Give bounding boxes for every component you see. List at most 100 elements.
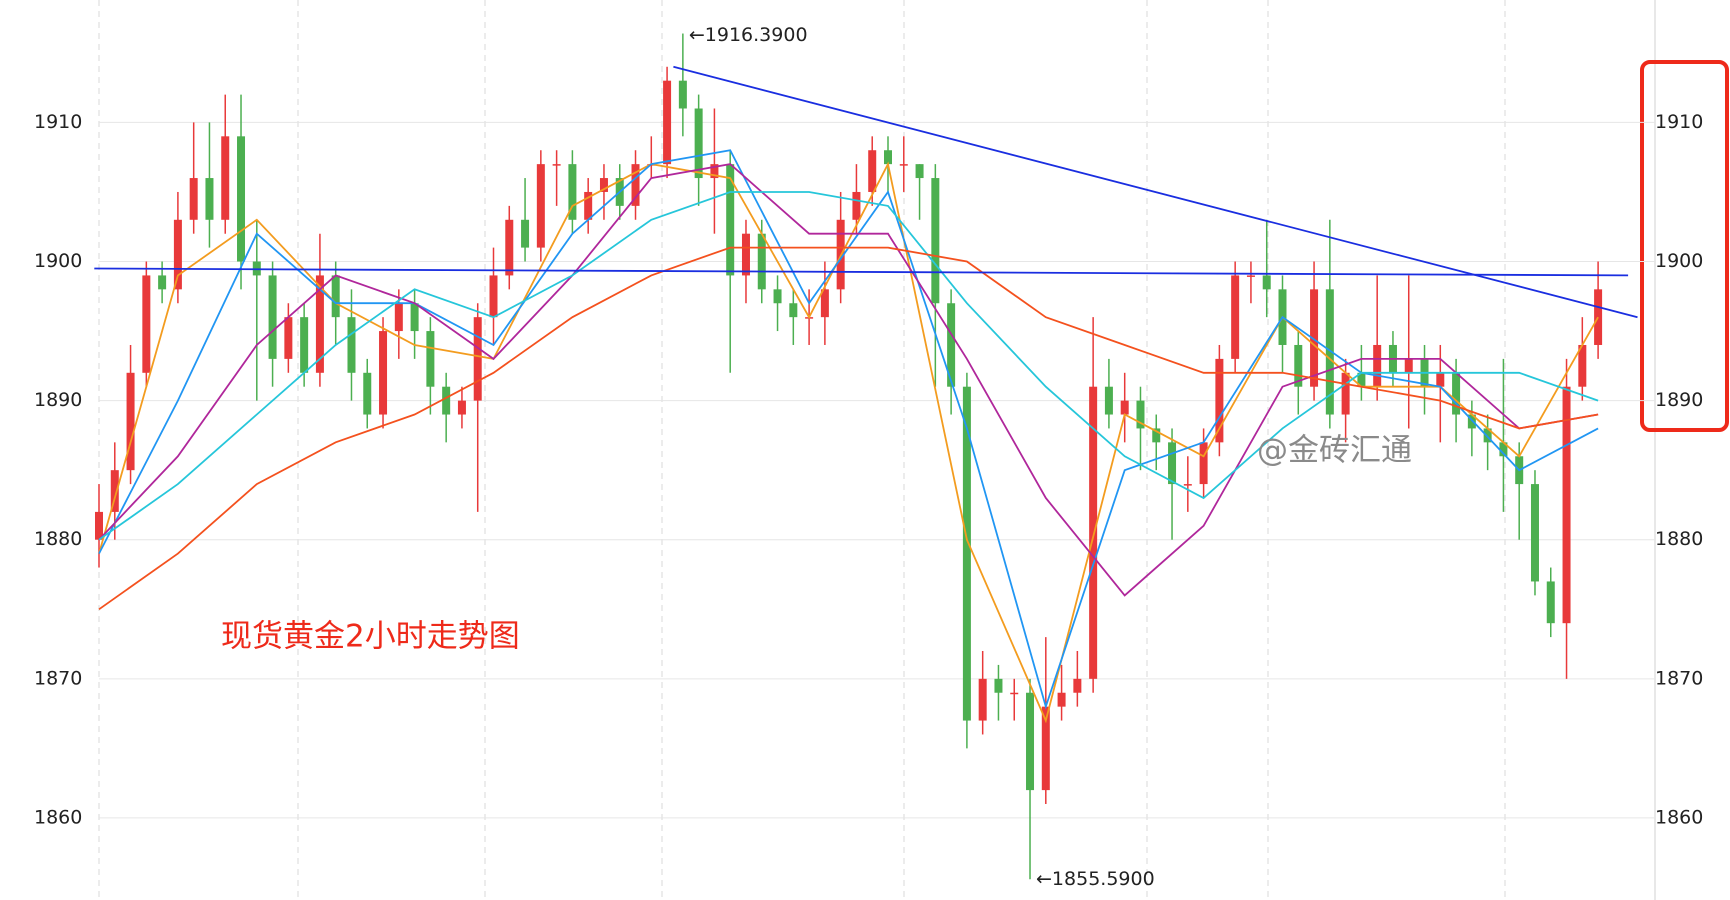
candle-body (1183, 484, 1192, 486)
candle-body (1262, 275, 1271, 290)
candle-body (1373, 344, 1382, 387)
candle-body (947, 303, 956, 387)
candle-body (173, 219, 182, 290)
candle-body (394, 303, 403, 332)
candle-body (789, 303, 798, 318)
price-annotation: ←1916.3900 (689, 24, 808, 46)
candle-body (1452, 372, 1461, 415)
y-tick-label: 1910 (34, 111, 82, 133)
candle-body (300, 317, 309, 373)
candle-body (1073, 678, 1082, 693)
candle-body (1436, 372, 1445, 387)
y2-tick-label: 1860 (1655, 806, 1703, 828)
candle-body (1325, 289, 1334, 415)
candle-body (1546, 581, 1555, 624)
candle-body (899, 164, 908, 166)
moving-average-line (98, 191, 1599, 541)
candle-body (726, 164, 735, 276)
candle-body (678, 80, 687, 109)
candle-body (710, 164, 719, 179)
candle-body (158, 275, 167, 290)
highlight-box (1640, 60, 1729, 432)
candle-body (1041, 706, 1050, 791)
price-annotation: ←1855.5900 (1036, 868, 1155, 890)
candle-body (994, 678, 1003, 693)
candle-body (741, 233, 750, 276)
candle-body (663, 80, 672, 165)
candle-body (1562, 386, 1571, 624)
candle-body (757, 233, 766, 290)
candle-body (1483, 428, 1492, 443)
candle-body (457, 400, 466, 415)
candle-body (931, 178, 940, 304)
y-tick-label: 1870 (34, 667, 82, 689)
candle-body (379, 331, 388, 415)
candle-body (1310, 289, 1319, 387)
candle-body (884, 150, 892, 165)
candle-body (189, 178, 198, 220)
candle-body (442, 386, 451, 415)
y2-tick-label: 1890 (1655, 389, 1703, 411)
candle-body (1104, 386, 1113, 415)
candle-body (962, 386, 971, 721)
candle-body (347, 317, 356, 373)
candle-body (521, 219, 530, 248)
y2-tick-label: 1880 (1655, 528, 1703, 550)
candle-body (915, 164, 924, 179)
candle-body (599, 178, 608, 192)
candle-body (1010, 692, 1019, 695)
plot: 1860 1860 1870 1870 1880 1880 1890 1890 1900 1900… (34, 24, 1703, 890)
candle-body (315, 275, 324, 373)
candle-body (95, 511, 103, 540)
candle-body (1026, 692, 1035, 791)
y-tick-label: 1860 (34, 806, 82, 828)
candle-body (1467, 414, 1476, 429)
candle-body (410, 303, 419, 332)
moving-average-line (98, 246, 1599, 611)
moving-average-line (98, 161, 1599, 724)
candle-body (489, 275, 498, 318)
y-tick-label: 1900 (34, 250, 82, 272)
candle-body (1499, 442, 1508, 457)
candle-body (868, 150, 877, 192)
candle-body (221, 136, 230, 220)
candle-body (331, 275, 340, 318)
candle-body (1215, 358, 1224, 443)
candle-body (1246, 275, 1255, 277)
candle-body (284, 317, 293, 359)
chart-title: 现货黄金2小时走势图 (221, 619, 520, 655)
candle-body (1231, 275, 1240, 359)
candle-body (1168, 442, 1177, 485)
candle-body (1294, 344, 1303, 387)
y2-tick-label: 1900 (1655, 250, 1703, 272)
candle-body (1136, 400, 1145, 429)
candle-body (126, 372, 135, 471)
candle-body (110, 470, 119, 512)
candle-body (852, 191, 861, 220)
moving-average-line (98, 163, 1599, 597)
candle-body (552, 164, 561, 166)
candle-body (473, 317, 482, 401)
candle-body (631, 164, 640, 206)
candle-body (1404, 358, 1413, 373)
y-tick-label: 1880 (34, 528, 82, 550)
candle-body (1089, 386, 1098, 679)
candle-body (1152, 428, 1161, 443)
candle-body (978, 678, 987, 721)
candle-body (142, 275, 151, 373)
candle-body (1578, 344, 1587, 387)
trend-line (94, 267, 1629, 277)
candle-body (268, 275, 277, 359)
candle-body (205, 178, 214, 220)
candle-body (536, 164, 545, 248)
candle-body (505, 219, 514, 276)
trend-line (673, 65, 1638, 319)
candle-body (1594, 289, 1603, 345)
y-tick-label: 1890 (34, 389, 82, 411)
candle-body (363, 372, 372, 415)
candle-body (1341, 372, 1350, 415)
candle-body (1057, 692, 1066, 707)
watermark: @金砖汇通 (1257, 433, 1412, 469)
candle-body (773, 289, 782, 304)
candle-body (1530, 484, 1539, 582)
